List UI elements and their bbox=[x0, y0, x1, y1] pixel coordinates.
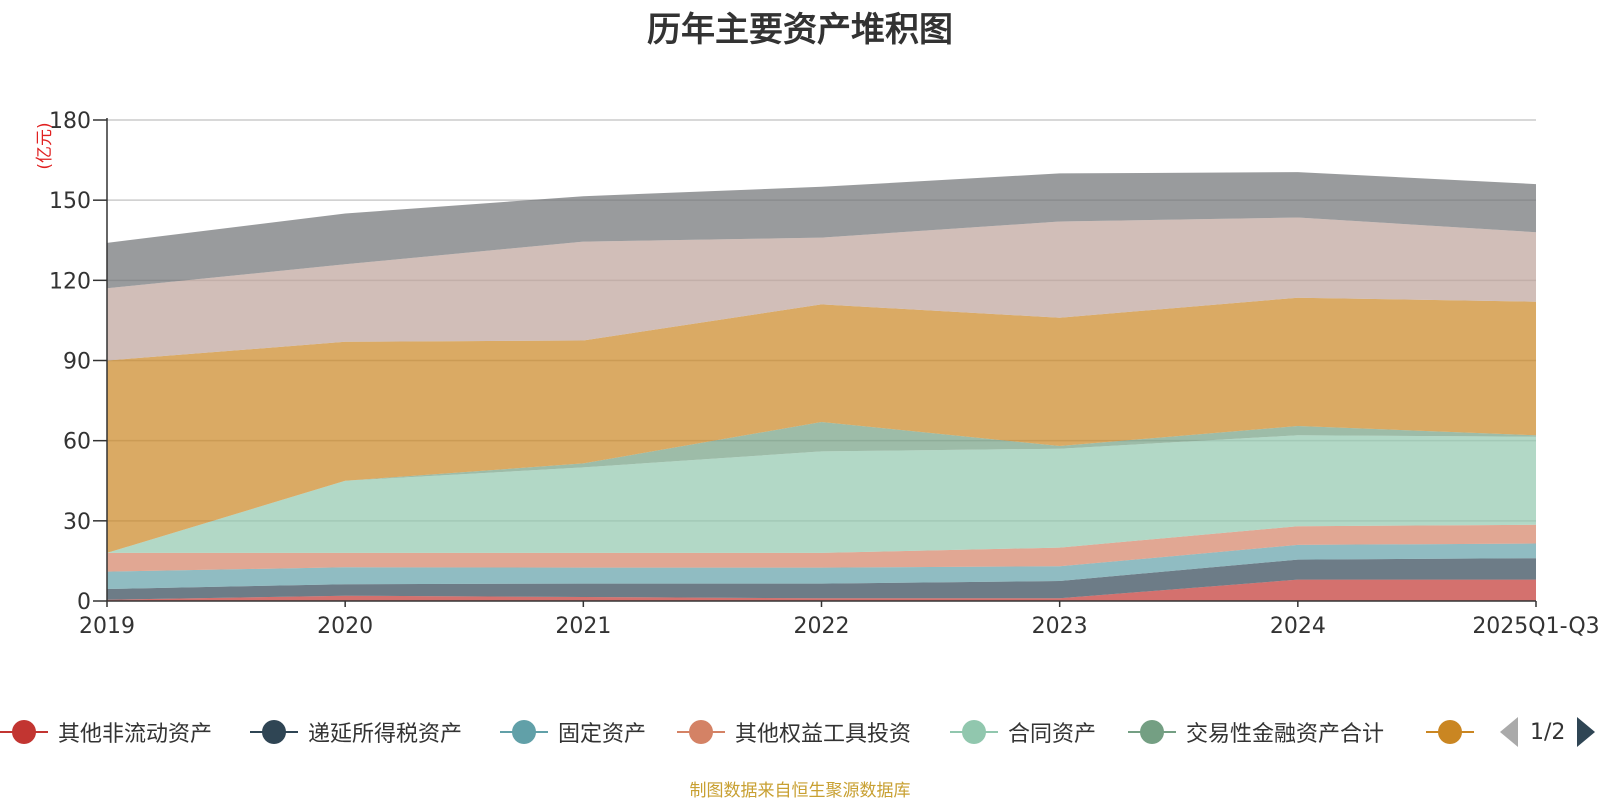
legend-marker-icon bbox=[677, 720, 725, 744]
area-7[interactable] bbox=[107, 297, 1536, 553]
legend: 其他非流动资产 递延所得税资产 固定资产 其他权益工具投资 合同资产 交易性金融资产合计 1… bbox=[0, 712, 1600, 752]
y-tick-label: 150 bbox=[49, 189, 91, 214]
legend-marker-icon bbox=[1128, 720, 1176, 744]
area-3[interactable] bbox=[107, 543, 1536, 590]
x-tick-label: 2021 bbox=[555, 614, 611, 639]
legend-marker-icon bbox=[1426, 720, 1474, 744]
legend-marker-icon bbox=[250, 720, 298, 744]
legend-item[interactable]: 递延所得税资产 bbox=[250, 712, 462, 752]
legend-marker-icon bbox=[950, 720, 998, 744]
area-8[interactable] bbox=[107, 217, 1536, 361]
axis-layer bbox=[93, 118, 1537, 607]
legend-item[interactable]: 交易性金融资产合计 bbox=[1128, 712, 1384, 752]
area-6[interactable] bbox=[107, 422, 1536, 553]
legend-label: 其他权益工具投资 bbox=[735, 722, 912, 747]
legend-item[interactable]: 固定资产 bbox=[500, 712, 646, 752]
series-layer bbox=[107, 172, 1536, 601]
x-tick-label: 2022 bbox=[794, 614, 850, 639]
x-tick-label: 2023 bbox=[1032, 614, 1088, 639]
legend-label: 合同资产 bbox=[1008, 722, 1097, 747]
y-tick-label: 30 bbox=[63, 510, 91, 535]
y-tick-label: 180 bbox=[49, 109, 91, 134]
area-1[interactable] bbox=[107, 579, 1536, 601]
y-axis-unit: (亿元) bbox=[35, 122, 55, 169]
legend-label: 递延所得税资产 bbox=[308, 722, 463, 747]
y-tick-label: 60 bbox=[63, 430, 91, 455]
area-4[interactable] bbox=[107, 524, 1536, 572]
legend-label: 交易性金融资产合计 bbox=[1186, 722, 1385, 747]
x-tick-label: 2019 bbox=[79, 614, 135, 639]
area-2[interactable] bbox=[107, 558, 1536, 600]
legend-marker-icon bbox=[500, 720, 548, 744]
legend-label: 固定资产 bbox=[558, 722, 647, 747]
legend-pager: 1/2 bbox=[1500, 712, 1596, 752]
y-tick-label: 90 bbox=[63, 350, 91, 375]
prev-page-icon[interactable] bbox=[1500, 717, 1518, 747]
source-note: 制图数据来自恒生聚源数据库 bbox=[689, 781, 911, 801]
area-9[interactable] bbox=[107, 172, 1536, 289]
legend-item[interactable]: 其他权益工具投资 bbox=[677, 712, 911, 752]
y-tick-label: 120 bbox=[49, 269, 91, 294]
legend-label: 其他非流动资产 bbox=[58, 722, 213, 747]
legend-item[interactable]: 合同资产 bbox=[950, 712, 1096, 752]
x-tick-label: 2025Q1-Q3 bbox=[1472, 614, 1599, 639]
y-tick-label: 0 bbox=[77, 590, 91, 615]
legend-item[interactable] bbox=[1426, 712, 1484, 752]
label-layer: 0 30 60 90 120 150 180 2019 2020 2021 2022 2023 2024… bbox=[35, 109, 1600, 639]
x-tick-label: 2024 bbox=[1270, 614, 1326, 639]
legend-marker-icon bbox=[0, 720, 48, 744]
legend-item[interactable]: 其他非流动资产 bbox=[0, 712, 212, 752]
chart-title: 历年主要资产堆积图 bbox=[647, 10, 953, 50]
x-tick-label: 2020 bbox=[317, 614, 373, 639]
next-page-icon[interactable] bbox=[1577, 717, 1596, 747]
pager-text: 1/2 bbox=[1530, 719, 1566, 745]
area-5[interactable] bbox=[107, 435, 1536, 553]
